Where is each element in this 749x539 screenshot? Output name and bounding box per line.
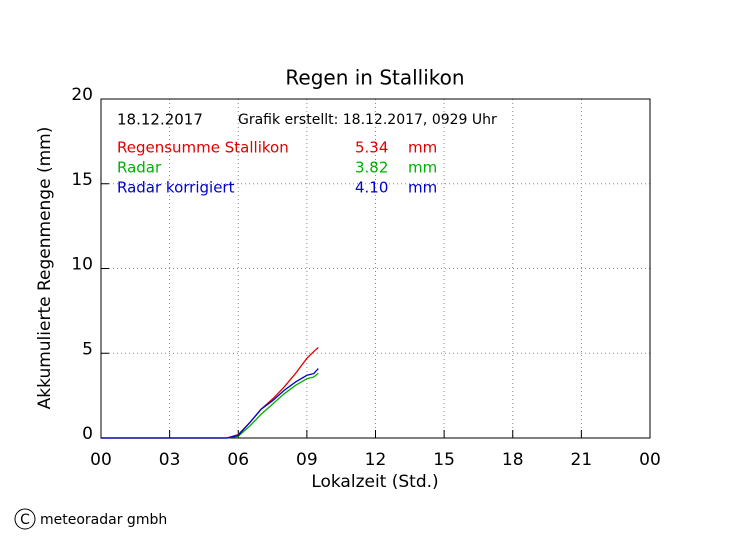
x-tick-label: 21: [571, 450, 593, 470]
data-line: [101, 372, 319, 439]
x-tick-label: 00: [639, 450, 661, 470]
y-tick-label: 0: [82, 424, 93, 444]
legend-label: Radar korrigiert: [117, 179, 235, 197]
date: 18.12.2017: [117, 111, 203, 129]
legend-unit: mm: [408, 159, 437, 177]
x-axis-label: Lokalzeit (Std.): [311, 472, 438, 492]
copyright-symbol: C: [20, 512, 30, 528]
data-line: [101, 368, 319, 439]
y-tick-label: 20: [71, 85, 93, 105]
x-tick-label: 18: [502, 450, 524, 470]
x-tick-label: 00: [90, 450, 112, 470]
legend-label: Radar: [117, 159, 162, 177]
y-tick-label: 5: [82, 339, 93, 359]
plot-frame: [100, 98, 651, 439]
legend-total: 5.34: [355, 139, 388, 157]
legend-label: Regensumme Stallikon: [117, 139, 289, 157]
legend-unit: mm: [408, 139, 437, 157]
credit: meteoradar gmbh: [40, 512, 167, 528]
x-tick-label: 12: [365, 450, 387, 470]
x-tick-label: 15: [433, 450, 455, 470]
y-tick-label: 10: [71, 255, 93, 275]
y-axis-label: Akkumulierte Regenmenge (mm): [35, 127, 55, 410]
x-tick-label: 03: [159, 450, 181, 470]
x-tick-label: 06: [227, 450, 249, 470]
created-note: Grafik erstellt: 18.12.2017, 0929 Uhr: [238, 112, 497, 128]
legend-total: 4.10: [355, 179, 388, 197]
y-tick-label: 15: [71, 170, 93, 190]
chart-title: Regen in Stallikon: [285, 66, 464, 90]
x-tick-label: 09: [296, 450, 318, 470]
legend-total: 3.82: [355, 159, 388, 177]
copyright-circle: [14, 508, 36, 530]
legend-unit: mm: [408, 179, 437, 197]
